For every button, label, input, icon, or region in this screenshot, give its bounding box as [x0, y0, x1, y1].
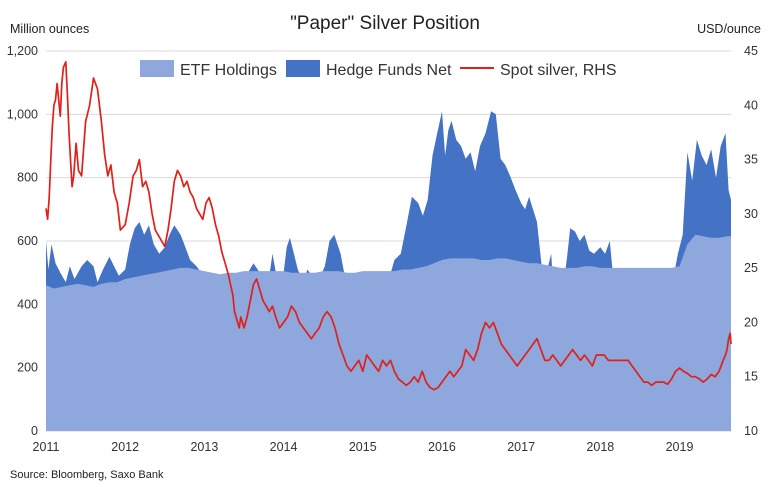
source-note: Source: Bloomberg, Saxo Bank [10, 469, 164, 481]
legend-label-spot: Spot silver, RHS [500, 62, 616, 79]
legend: ETF Holdings Hedge Funds Net Spot silver… [140, 60, 616, 79]
y-left-tick-label: 0 [31, 424, 38, 438]
y-right-tick-label: 15 [744, 370, 758, 384]
y-right-tick-label: 10 [744, 424, 758, 438]
x-tick-label: 2019 [666, 440, 694, 454]
etf-holdings-area [46, 234, 731, 431]
x-tick-label: 2018 [586, 440, 614, 454]
x-tick-label: 2015 [349, 440, 377, 454]
legend-label-etf: ETF Holdings [180, 62, 277, 79]
y-right-tick-label: 35 [744, 153, 758, 167]
legend-label-hedge: Hedge Funds Net [326, 62, 452, 79]
left-axis-ticks: 0 200 400 600 800 1,000 1,200 [7, 44, 38, 438]
y-right-tick-label: 25 [744, 261, 758, 275]
x-axis-ticks: 2011 2012 2013 2014 2015 2016 2017 2018 2019 [33, 440, 694, 454]
x-tick-label: 2016 [428, 440, 456, 454]
y-right-tick-label: 20 [744, 315, 758, 329]
x-tick-label: 2011 [33, 440, 60, 454]
x-tick-label: 2012 [111, 440, 139, 454]
y-right-tick-label: 40 [744, 98, 758, 112]
spot-silver-line [45, 61, 732, 391]
y-left-tick-label: 800 [17, 171, 38, 185]
x-tick-label: 2017 [507, 440, 535, 454]
right-axis-ticks: 10 15 20 25 30 35 40 45 [744, 44, 758, 438]
y-right-tick-label: 45 [744, 44, 758, 58]
legend-swatch-etf [140, 60, 174, 77]
y-left-tick-label: 200 [17, 361, 38, 375]
y-left-tick-label: 1,200 [7, 44, 38, 58]
chart-title: "Paper" Silver Position [290, 13, 480, 34]
x-tick-label: 2013 [190, 440, 218, 454]
y-left-tick-label: 400 [17, 297, 38, 311]
y-left-tick-label: 1,000 [7, 107, 38, 121]
x-tick-label: 2014 [270, 440, 298, 454]
legend-swatch-hedge [286, 60, 320, 77]
right-axis-unit: USD/ounce [697, 22, 761, 36]
y-right-tick-label: 30 [744, 207, 758, 221]
left-axis-unit: Million ounces [10, 22, 89, 36]
y-left-tick-label: 600 [17, 234, 38, 248]
